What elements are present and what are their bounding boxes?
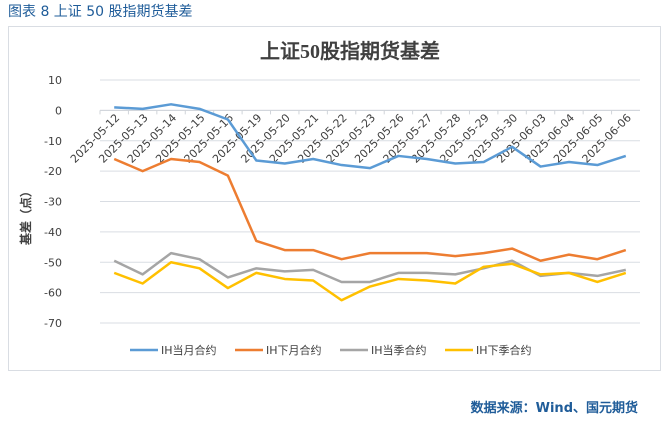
y-tick-label: 0 <box>55 104 62 117</box>
y-tick-label: -40 <box>44 226 62 239</box>
chart-title: 上证50股指期货基差 <box>260 39 440 63</box>
legend-label: IH当季合约 <box>371 343 427 357</box>
y-tick-label: -20 <box>44 165 62 178</box>
y-tick-label: 10 <box>48 74 62 87</box>
series-line-2 <box>113 251 627 284</box>
series-line-1 <box>113 157 627 262</box>
y-tick-label: -10 <box>44 135 62 148</box>
y-tick-label: -30 <box>44 196 62 209</box>
legend-label: IH当月合约 <box>161 343 217 357</box>
figure-caption: 图表 8 上证 50 股指期货基差 <box>8 4 193 20</box>
chart-frame <box>8 26 661 371</box>
series-line-0 <box>114 103 627 170</box>
legend-label: IH下月合约 <box>266 343 322 357</box>
y-tick-label: -50 <box>44 256 62 269</box>
y-tick-label: -60 <box>44 287 62 300</box>
y-tick-label: -70 <box>44 317 62 330</box>
y-axis-label: 基差（点） <box>18 185 33 246</box>
series-line-3 <box>113 261 627 302</box>
data-source: 数据来源：Wind、国元期货 <box>470 401 638 416</box>
legend-label: IH下季合约 <box>476 343 532 357</box>
